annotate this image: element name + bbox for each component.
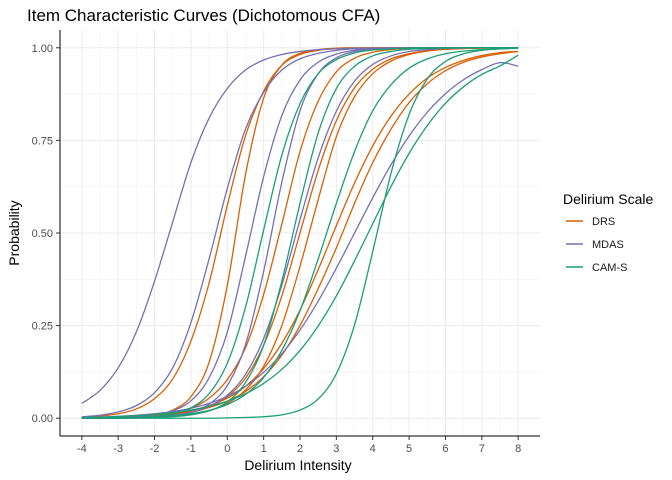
y-axis-title: Probability <box>6 200 22 265</box>
legend-items: DRS MDAS CAM-S <box>566 216 627 274</box>
x-tick-label: -3 <box>113 443 123 455</box>
x-axis-title: Delirium Intensity <box>244 457 351 473</box>
y-axis-ticks: 0.00 0.25 0.50 0.75 1.00 <box>32 43 60 425</box>
curves <box>81 47 519 419</box>
legend-label: MDAS <box>592 239 624 251</box>
x-tick-label: -1 <box>186 443 196 455</box>
x-tick-label: 8 <box>515 443 521 455</box>
icc-curve-cam-s <box>81 47 519 419</box>
y-tick-label: 0.75 <box>32 135 53 147</box>
chart-title: Item Characteristic Curves (Dichotomous … <box>27 6 380 25</box>
icc-curve-cam-s <box>81 47 519 419</box>
y-tick-label: 1.00 <box>32 43 53 55</box>
x-tick-label: 3 <box>333 443 339 455</box>
icc-curve-mdas <box>81 61 519 419</box>
y-tick-label: 0.50 <box>32 228 53 240</box>
icc-curve-drs <box>81 50 519 419</box>
y-tick-label: 0.25 <box>32 321 53 333</box>
x-tick-label: -4 <box>77 443 87 455</box>
x-tick-label: 6 <box>442 443 448 455</box>
legend-label: CAM-S <box>592 262 627 274</box>
legend-title: Delirium Scale <box>563 191 653 207</box>
legend-item-mdas: MDAS <box>566 239 624 251</box>
x-tick-label: 5 <box>406 443 412 455</box>
x-tick-label: 4 <box>370 443 376 455</box>
legend-item-drs: DRS <box>566 216 615 228</box>
icc-curve-cam-s <box>81 47 519 419</box>
x-tick-label: 0 <box>224 443 230 455</box>
y-tick-label: 0.00 <box>32 413 53 425</box>
icc-curve-cam-s <box>81 54 519 419</box>
x-tick-label: -2 <box>150 443 160 455</box>
x-axis-ticks: -4 -3 -2 -1 0 1 2 3 4 5 6 7 8 <box>77 436 521 455</box>
x-tick-label: 7 <box>479 443 485 455</box>
x-tick-label: 1 <box>261 443 267 455</box>
x-tick-label: 2 <box>297 443 303 455</box>
legend-label: DRS <box>592 216 615 228</box>
legend: Delirium Scale DRS MDAS CAM-S <box>563 191 653 274</box>
legend-item-cam-s: CAM-S <box>566 262 627 274</box>
